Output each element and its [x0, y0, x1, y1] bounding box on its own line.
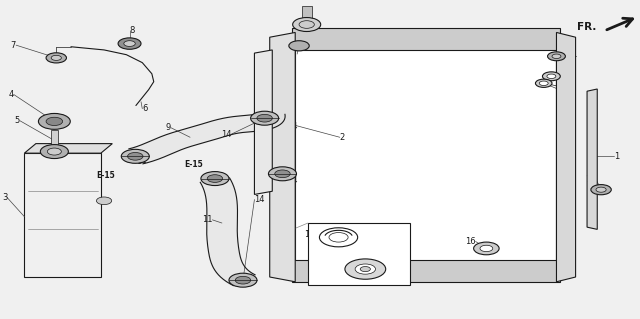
Polygon shape [129, 114, 285, 164]
Circle shape [124, 41, 135, 47]
Circle shape [51, 55, 61, 60]
Text: FR.: FR. [577, 22, 596, 32]
Text: 14: 14 [136, 157, 147, 166]
Text: 18: 18 [287, 49, 297, 59]
Text: 3: 3 [2, 193, 7, 202]
Text: 6: 6 [142, 104, 148, 113]
Text: 14: 14 [221, 130, 232, 138]
Circle shape [299, 21, 314, 28]
Circle shape [46, 117, 63, 125]
Bar [301, 6, 312, 24]
Circle shape [40, 145, 68, 159]
Text: E-15: E-15 [184, 160, 203, 169]
Text: 13: 13 [304, 269, 314, 278]
Text: 15: 15 [563, 69, 573, 78]
Circle shape [268, 167, 296, 181]
Text: 18: 18 [586, 175, 596, 184]
Circle shape [292, 18, 321, 32]
Polygon shape [292, 260, 559, 282]
Text: E-15: E-15 [97, 171, 115, 180]
Circle shape [548, 52, 565, 61]
Polygon shape [292, 28, 559, 50]
Circle shape [275, 170, 290, 178]
Polygon shape [255, 50, 272, 195]
Text: 11: 11 [202, 215, 212, 224]
Circle shape [251, 111, 278, 125]
Text: 2: 2 [340, 133, 345, 142]
Circle shape [121, 149, 149, 163]
Circle shape [591, 185, 611, 195]
Circle shape [319, 228, 358, 247]
Text: 19: 19 [563, 46, 573, 56]
Circle shape [474, 242, 499, 255]
Circle shape [257, 115, 273, 122]
Circle shape [355, 264, 376, 274]
Circle shape [547, 74, 556, 78]
Text: 16: 16 [465, 237, 476, 246]
Circle shape [118, 38, 141, 49]
Circle shape [207, 175, 223, 182]
Text: 8: 8 [129, 26, 135, 35]
Circle shape [552, 54, 561, 58]
Circle shape [543, 72, 560, 81]
Circle shape [127, 152, 143, 160]
Circle shape [289, 41, 309, 51]
Bar [51, 130, 58, 152]
Circle shape [47, 148, 61, 155]
Circle shape [360, 267, 371, 271]
Text: 7: 7 [11, 41, 16, 50]
Text: 14: 14 [287, 122, 298, 131]
Text: SVA4-B0510: SVA4-B0510 [460, 263, 511, 272]
Text: 4: 4 [8, 90, 13, 99]
Text: 14: 14 [255, 195, 265, 204]
Polygon shape [587, 89, 597, 229]
Circle shape [38, 114, 70, 129]
Bar [308, 223, 410, 285]
Circle shape [329, 233, 348, 242]
Polygon shape [295, 33, 556, 277]
Text: 14: 14 [287, 176, 298, 185]
Polygon shape [269, 33, 295, 282]
Circle shape [480, 245, 493, 252]
Polygon shape [556, 33, 575, 282]
Text: 12: 12 [304, 230, 314, 239]
Text: 1: 1 [614, 152, 619, 161]
Circle shape [229, 273, 257, 287]
Polygon shape [24, 144, 113, 153]
Text: 9: 9 [166, 123, 171, 132]
Text: 10: 10 [399, 231, 409, 240]
Circle shape [536, 79, 552, 87]
Polygon shape [24, 153, 101, 277]
Circle shape [236, 276, 251, 284]
Circle shape [345, 259, 386, 279]
Circle shape [540, 81, 548, 85]
Circle shape [596, 187, 606, 192]
Circle shape [46, 53, 67, 63]
Text: 5: 5 [15, 116, 20, 125]
Text: 17: 17 [557, 85, 568, 93]
Circle shape [97, 197, 112, 204]
Circle shape [201, 172, 229, 186]
Polygon shape [200, 178, 255, 286]
